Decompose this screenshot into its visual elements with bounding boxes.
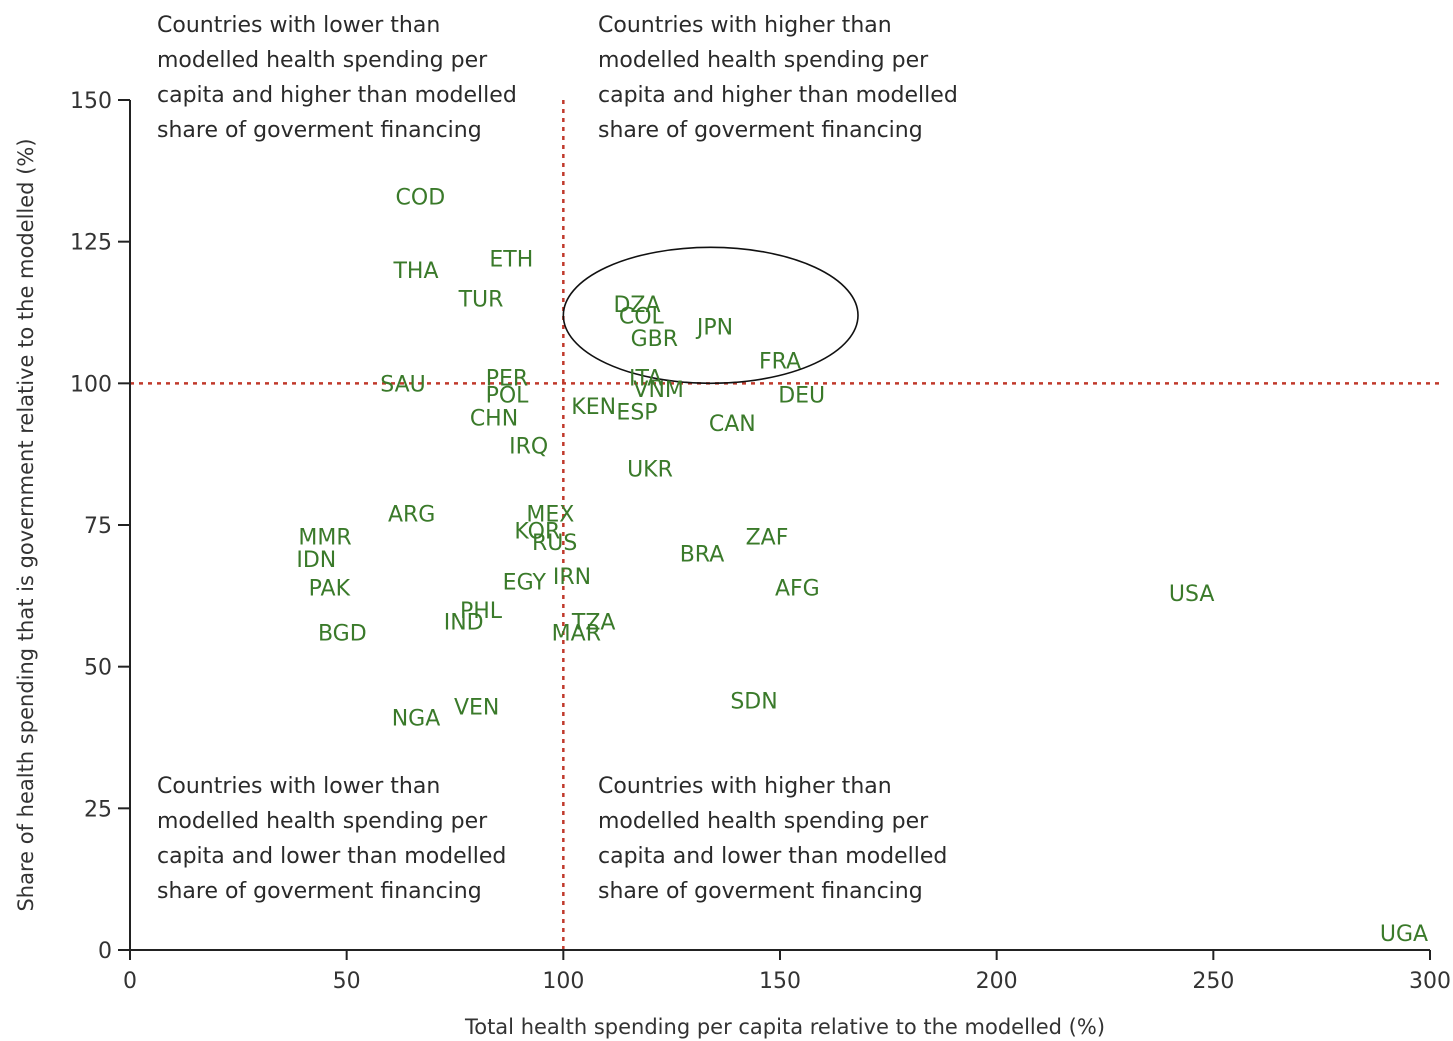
point-label-per: PER: [486, 367, 528, 392]
quadrant-annotation-line: Countries with higher than: [598, 13, 892, 38]
point-label-jpn: JPN: [695, 316, 733, 341]
quadrant-annotation-bottom-right: Countries with higher than modelled healt…: [598, 774, 947, 904]
point-label-vnm: VNM: [633, 378, 684, 403]
point-label-bgd: BGD: [318, 622, 367, 647]
point-label-mex: MEX: [526, 503, 574, 528]
y-tick-label: 50: [84, 656, 112, 681]
point-label-cod: COD: [396, 185, 446, 210]
point-label-eth: ETH: [489, 248, 533, 273]
x-axis-title: Total health spending per capita relativ…: [464, 1015, 1105, 1039]
point-label-uga: UGA: [1380, 922, 1428, 947]
quadrant-annotation-bottom-left: Countries with lower than modelled health…: [157, 774, 506, 904]
point-label-phl: PHL: [460, 599, 503, 624]
reference-lines: [130, 100, 1440, 950]
y-tick-label: 125: [70, 231, 112, 256]
point-label-mmr: MMR: [298, 525, 351, 550]
point-label-dza: DZA: [613, 293, 660, 318]
point-label-col: COL: [619, 304, 665, 329]
point-label-chn: CHN: [470, 406, 518, 431]
point-label-gbr: GBR: [631, 327, 678, 352]
quadrant-annotation-line: capita and higher than modelled: [598, 83, 958, 108]
axes: 0 50 100 150 200 250 300 0 25 50 75 100 125 150: [70, 89, 1451, 994]
point-label-sdn: SDN: [730, 690, 777, 715]
highlight-ellipse: [562, 246, 859, 385]
point-label-deu: DEU: [778, 384, 825, 409]
point-label-tur: TUR: [458, 287, 504, 312]
point-label-ita: ITA: [629, 367, 662, 392]
point-label-usa: USA: [1169, 582, 1215, 607]
y-axis-title: Share of health spending that is governm…: [14, 138, 38, 911]
quadrant-annotation-line: capita and lower than modelled: [157, 844, 506, 869]
y-tick-label: 25: [84, 797, 112, 822]
point-label-bra: BRA: [680, 542, 725, 567]
x-tick-label: 50: [333, 969, 361, 994]
point-label-tza: TZA: [571, 610, 616, 635]
quadrant-annotation-line: capita and higher than modelled: [157, 83, 517, 108]
point-label-arg: ARG: [388, 503, 435, 528]
point-label-sau: SAU: [380, 372, 426, 397]
point-label-tha: THA: [392, 259, 438, 284]
quadrant-annotation-line: modelled health spending per: [598, 809, 929, 834]
point-label-irn: IRN: [553, 565, 591, 590]
point-label-ken: KEN: [571, 395, 616, 420]
point-label-pak: PAK: [309, 576, 351, 601]
point-label-pol: POL: [486, 384, 530, 409]
y-tick-label: 100: [70, 372, 112, 397]
point-label-egy: EGY: [503, 571, 547, 596]
quadrant-annotation-line: modelled health spending per: [157, 48, 488, 73]
quadrant-annotation-line: share of goverment financing: [157, 118, 482, 143]
x-tick-label: 300: [1409, 969, 1451, 994]
x-tick-label: 0: [123, 969, 137, 994]
quadrant-annotation-line: share of goverment financing: [598, 118, 923, 143]
highlight-layer: [562, 246, 859, 385]
x-tick-label: 150: [759, 969, 801, 994]
point-label-rus: RUS: [532, 531, 577, 556]
y-tick-label: 150: [70, 89, 112, 114]
quadrant-annotation-top-left: Countries with lower than modelled health…: [157, 13, 517, 143]
point-label-ukr: UKR: [627, 457, 673, 482]
quadrant-annotation-line: Countries with lower than: [157, 13, 440, 38]
point-label-zaf: ZAF: [746, 525, 789, 550]
x-tick-label: 250: [1192, 969, 1234, 994]
quadrant-annotation-line: Countries with higher than: [598, 774, 892, 799]
quadrant-annotation-line: share of goverment financing: [598, 879, 923, 904]
point-label-ind: IND: [444, 610, 484, 635]
point-label-esp: ESP: [616, 401, 657, 426]
point-label-idn: IDN: [296, 548, 336, 573]
point-label-afg: AFG: [775, 576, 820, 601]
quadrant-annotation-top-right: Countries with higher than modelled healt…: [598, 13, 958, 143]
quadrant-annotation-line: modelled health spending per: [157, 809, 488, 834]
x-tick-label: 200: [976, 969, 1018, 994]
point-label-mar: MAR: [552, 622, 601, 647]
quadrant-annotation-line: capita and lower than modelled: [598, 844, 947, 869]
point-label-fra: FRA: [759, 350, 801, 375]
point-label-ven: VEN: [454, 695, 499, 720]
quadrant-annotation-line: Countries with lower than: [157, 774, 440, 799]
y-tick-label: 75: [84, 514, 112, 539]
point-label-kor: KOR: [514, 520, 560, 545]
quadrant-annotations: Countries with lower than modelled health…: [157, 13, 958, 904]
point-label-irq: IRQ: [509, 435, 548, 460]
quadrant-annotation-line: modelled health spending per: [598, 48, 929, 73]
y-tick-label: 0: [98, 939, 112, 964]
x-tick-label: 100: [542, 969, 584, 994]
quadrant-annotation-line: share of goverment financing: [157, 879, 482, 904]
point-label-can: CAN: [709, 412, 756, 437]
point-label-nga: NGA: [392, 707, 441, 732]
